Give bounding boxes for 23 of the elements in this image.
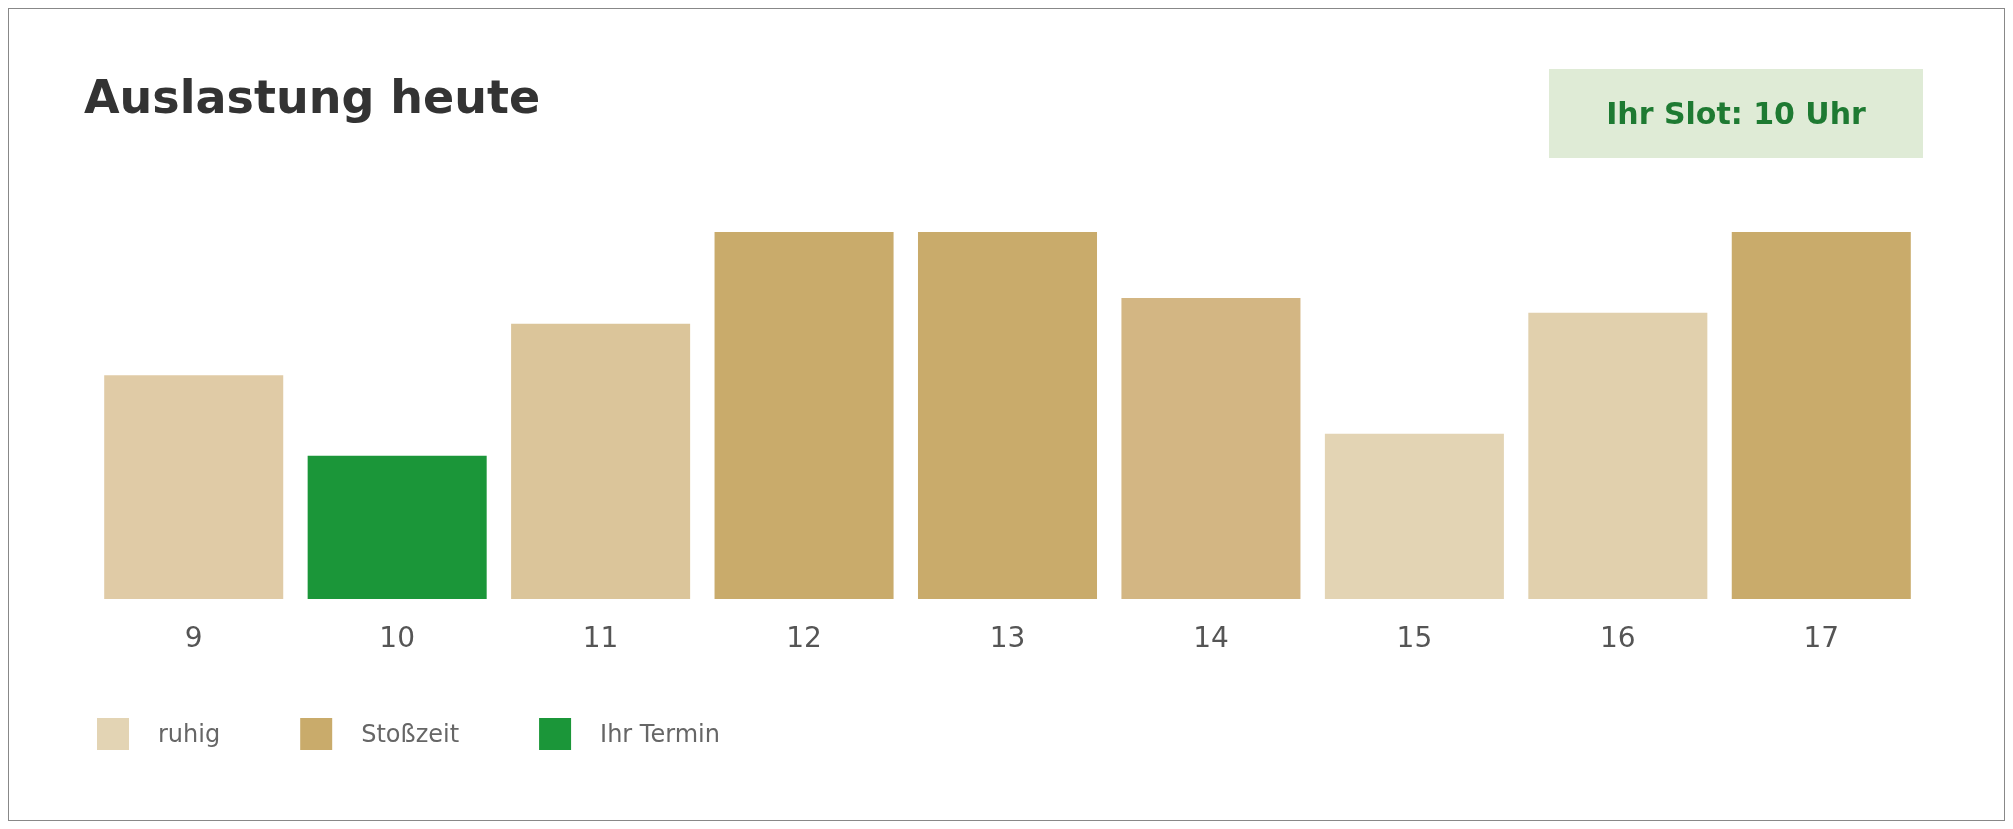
x-tick-label: 10 — [379, 620, 415, 654]
x-tick-label: 13 — [989, 620, 1026, 654]
x-tick-label: 17 — [1803, 620, 1840, 654]
legend-label: Stoßzeit — [361, 720, 460, 748]
legend-label: Ihr Termin — [600, 720, 720, 748]
text: Ihr Slot: 10 Uhr — [1549, 69, 1923, 158]
legend-label: ruhig — [158, 720, 221, 748]
x-tick-label: 16 — [1600, 620, 1636, 654]
bar — [511, 323, 691, 599]
x-tick-label: 15 — [1396, 620, 1433, 654]
chart-title: Auslastung heute — [84, 70, 541, 124]
bar — [307, 455, 487, 599]
bar — [1731, 232, 1911, 599]
bar — [104, 375, 284, 599]
bar — [1528, 312, 1708, 599]
x-tick-label: 9 — [184, 620, 203, 654]
bar — [714, 232, 894, 599]
x-tick-label: 12 — [786, 620, 822, 654]
x-tick-label: 14 — [1193, 620, 1229, 654]
bar — [1324, 433, 1504, 599]
x-tick-label: 11 — [582, 620, 619, 654]
bar — [917, 232, 1098, 599]
bar — [1121, 298, 1301, 599]
